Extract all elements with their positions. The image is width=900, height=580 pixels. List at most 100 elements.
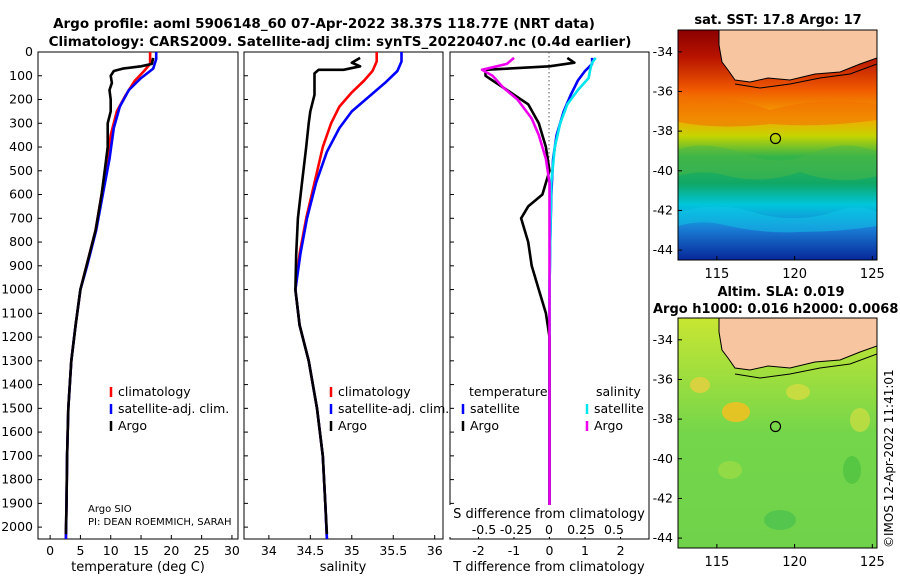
lat-tick-label: -40 <box>653 451 673 466</box>
x-tick-label: 0 <box>46 543 54 558</box>
lat-tick-label: -42 <box>653 202 673 217</box>
x-tick-label: 1 <box>581 543 589 558</box>
sla-map-title: Altim. SLA: 0.019 <box>718 285 845 300</box>
depth-tick-label: 400 <box>9 139 33 154</box>
legend-label-climatology: climatology <box>338 384 411 399</box>
depth-tick-label: 1000 <box>1 282 33 297</box>
salinity-difference-label: S difference from climatology <box>453 507 645 522</box>
series-line-argo <box>64 57 155 535</box>
depth-tick-label: 500 <box>9 163 33 178</box>
legend-label-satellite: satellite-adj. clim. <box>338 401 449 416</box>
x-tick-label: 2 <box>617 543 625 558</box>
lat-tick-label: -38 <box>653 411 673 426</box>
salinity-plot-frame <box>243 51 444 540</box>
legend-label-climatology: climatology <box>118 384 191 399</box>
depth-tick-label: 200 <box>9 92 33 107</box>
depth-tick-label: 1800 <box>1 472 33 487</box>
legend-label-argo: Argo <box>338 418 367 433</box>
imos-credit: ©IMOS 12-Apr-2022 11:41:01 <box>882 369 896 548</box>
argo-float-marker <box>769 132 782 145</box>
temperature-x-axis: 0 5 10 15 20 25 30 <box>46 535 240 558</box>
sla-anomaly-blob <box>690 377 710 393</box>
difference-top-axis: S difference from climatology -0.5 -0.25… <box>444 505 646 537</box>
sla-anomaly-blob <box>722 402 750 422</box>
lon-tick-label: 125 <box>860 267 885 282</box>
temperature-xlabel: temperature (deg C) <box>71 560 205 575</box>
difference-x-axis: -2 -1 0 1 2 <box>472 535 625 558</box>
x-tick-label: 5 <box>76 543 84 558</box>
depth-tick-label: 1700 <box>1 448 33 463</box>
x-tick-label: -2 <box>472 543 484 558</box>
x-tick-label: 35.5 <box>379 543 407 558</box>
depth-tick-label: 800 <box>9 234 33 249</box>
legend-title-salinity: salinity <box>596 384 641 399</box>
legend-label-s-argo: Argo <box>594 418 623 433</box>
x-tick-label: 10 <box>103 543 119 558</box>
argo-float-marker <box>769 420 782 433</box>
coast-contour <box>734 353 877 379</box>
lon-tick-label: 115 <box>704 555 729 570</box>
salinity-xlabel: salinity <box>320 560 367 575</box>
salinity-x-axis: 34 34.5 35 35.5 36 <box>261 535 443 558</box>
sla-map-subtitle: Argo h1000: 0.016 h2000: 0.0068 <box>653 302 898 317</box>
x-tick-label: 0 <box>546 543 554 558</box>
lat-tick-label: -36 <box>653 371 673 386</box>
lon-tick-label: 120 <box>782 267 807 282</box>
sst-cyan-patch <box>678 206 877 233</box>
x-tick-label: 34 <box>261 543 277 558</box>
depth-tick-label: 1900 <box>1 495 33 510</box>
legend-label-s-satellite: satellite <box>594 401 644 416</box>
lon-tick-label: 115 <box>704 267 729 282</box>
sla-map-axes: 115 120 125 -34 -36 -38 -40 -42 -44 <box>653 332 885 570</box>
lat-tick-label: -34 <box>653 332 673 347</box>
lat-tick-label: -42 <box>653 490 673 505</box>
salinity-legend: climatology satellite-adj. clim. Argo <box>329 384 449 433</box>
land-mass <box>718 318 877 371</box>
sla-map <box>678 318 877 548</box>
x-tick-label: 25 <box>194 543 210 558</box>
lat-tick-label: -44 <box>653 242 673 257</box>
depth-tick-label: 700 <box>9 210 33 225</box>
legend-title-temperature: temperature <box>469 384 548 399</box>
lon-tick-label: 120 <box>782 555 807 570</box>
sst-warm-patch <box>678 97 877 127</box>
salinity-lines <box>294 52 403 540</box>
depth-axis: 0 100 200 300 400 500 600 700 800 900 1000 1100 1200… <box>1 44 454 534</box>
depth-tick-label: 1300 <box>1 353 33 368</box>
depth-tick-label: 1500 <box>1 400 33 415</box>
sla-anomaly-blob <box>850 408 870 432</box>
legend-label-satellite: satellite-adj. clim. <box>118 401 229 416</box>
temperature-legend: climatology satellite-adj. clim. Argo <box>109 384 229 433</box>
depth-tick-label: 1400 <box>1 377 33 392</box>
legend-label-t-satellite: satellite <box>470 401 520 416</box>
depth-tick-label: 900 <box>9 258 33 273</box>
lat-tick-label: -40 <box>653 163 673 178</box>
sst-map <box>678 30 877 260</box>
s-tick-label: 0 <box>545 522 553 537</box>
land-mass <box>718 30 877 83</box>
depth-tick-label: 300 <box>9 115 33 130</box>
series-line-s-argo <box>480 56 551 535</box>
depth-tick-label: 0 <box>25 44 33 59</box>
x-tick-label: 34.5 <box>296 543 324 558</box>
depth-tick-label: 1100 <box>1 305 33 320</box>
s-tick-label: -0.5 <box>472 522 496 537</box>
difference-xlabel: T difference from climatology <box>452 560 645 575</box>
difference-legend: temperature satellite Argo salinity sate… <box>461 384 644 433</box>
x-tick-label: 30 <box>224 543 240 558</box>
s-tick-label: 0.25 <box>567 522 595 537</box>
front-contour <box>734 63 877 89</box>
sla-map-frame <box>677 317 878 549</box>
depth-tick-label: 600 <box>9 187 33 202</box>
depth-tick-label: 1200 <box>1 329 33 344</box>
sla-anomaly-blob <box>843 456 861 484</box>
temperature-lines <box>64 52 158 540</box>
title-line-2: Climatology: CARS2009. Satellite-adj cli… <box>49 34 632 50</box>
series-line-argo <box>294 56 362 535</box>
depth-tick-label: 100 <box>9 68 33 83</box>
x-tick-label: 20 <box>163 543 179 558</box>
sst-map-title: sat. SST: 17.8 Argo: 17 <box>694 13 861 28</box>
x-tick-label: 15 <box>133 543 149 558</box>
title-line-1: Argo profile: aoml 5906148_60 07-Apr-202… <box>53 16 595 32</box>
